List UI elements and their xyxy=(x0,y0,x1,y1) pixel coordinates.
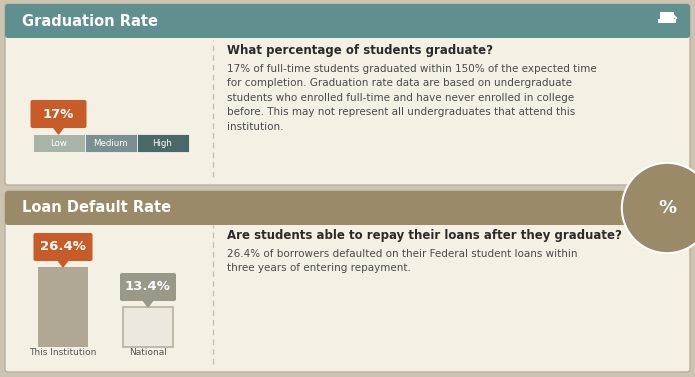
Text: %: % xyxy=(658,199,676,217)
FancyBboxPatch shape xyxy=(5,4,690,185)
Polygon shape xyxy=(53,126,65,134)
Bar xyxy=(8,21,687,35)
Text: 26.4%: 26.4% xyxy=(40,241,86,253)
FancyBboxPatch shape xyxy=(5,4,690,38)
FancyBboxPatch shape xyxy=(660,12,674,19)
FancyBboxPatch shape xyxy=(33,233,92,261)
Bar xyxy=(8,208,687,222)
Polygon shape xyxy=(57,259,69,267)
Bar xyxy=(85,134,136,152)
FancyBboxPatch shape xyxy=(120,273,176,301)
Text: 17%: 17% xyxy=(43,107,74,121)
FancyBboxPatch shape xyxy=(5,191,690,225)
Bar xyxy=(38,267,88,347)
FancyBboxPatch shape xyxy=(31,100,86,128)
Text: Are students able to repay their loans after they graduate?: Are students able to repay their loans a… xyxy=(227,229,622,242)
Text: 17% of full-time students graduated within 150% of the expected time
for complet: 17% of full-time students graduated with… xyxy=(227,64,597,132)
Bar xyxy=(658,19,676,23)
Text: 26.4% of borrowers defaulted on their Federal student loans within
three years o: 26.4% of borrowers defaulted on their Fe… xyxy=(227,249,578,273)
Text: This Institution: This Institution xyxy=(29,348,97,357)
Polygon shape xyxy=(142,299,154,307)
Text: Low: Low xyxy=(50,138,67,147)
Text: 13.4%: 13.4% xyxy=(125,280,171,294)
FancyBboxPatch shape xyxy=(5,191,690,372)
Text: Medium: Medium xyxy=(93,138,128,147)
Bar xyxy=(123,307,173,347)
Text: What percentage of students graduate?: What percentage of students graduate? xyxy=(227,44,493,57)
Text: High: High xyxy=(153,138,172,147)
Text: Graduation Rate: Graduation Rate xyxy=(22,14,158,29)
Text: Loan Default Rate: Loan Default Rate xyxy=(22,201,171,216)
Text: National: National xyxy=(129,348,167,357)
Bar xyxy=(136,134,188,152)
Bar xyxy=(33,134,85,152)
